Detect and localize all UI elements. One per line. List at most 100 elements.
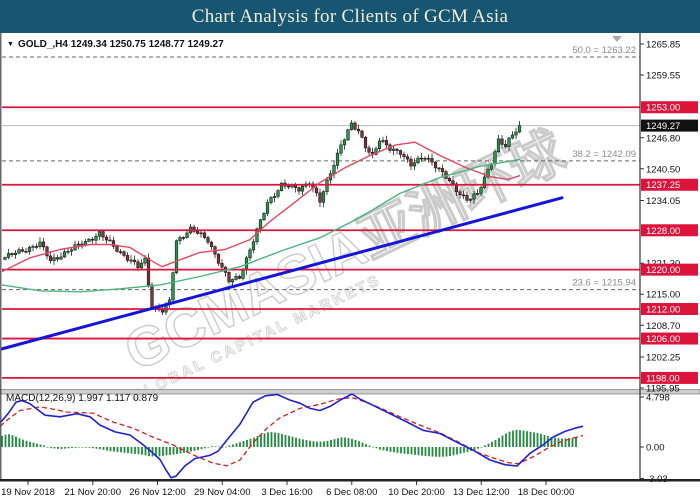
hist-bar	[442, 447, 444, 457]
hist-bar	[326, 440, 329, 447]
candle-bull	[31, 246, 35, 248]
hist-bar	[158, 447, 161, 457]
candle-bull	[346, 129, 350, 141]
macd-signal-line	[0, 396, 584, 467]
hist-bar	[148, 447, 150, 457]
hist-bar	[550, 436, 553, 447]
candle-bear	[101, 231, 105, 238]
candle-bull	[94, 235, 98, 241]
hist-bar	[92, 447, 94, 449]
hist-bar	[32, 442, 35, 447]
hist-bar	[540, 433, 542, 447]
x-tick-label: 13 Dec 12:00	[453, 487, 510, 498]
x-tick-label: 29 Nov 04:00	[194, 487, 251, 498]
hist-bar	[466, 447, 469, 452]
trendline[interactable]	[0, 196, 564, 351]
hist-bar	[204, 447, 206, 449]
candle-bull	[325, 179, 329, 192]
candle-bull	[381, 140, 385, 142]
candle-bear	[220, 263, 224, 268]
hist-bar	[123, 447, 126, 453]
hist-bar	[389, 447, 392, 452]
hist-bar	[60, 447, 63, 449]
candle-bear	[45, 246, 49, 257]
hist-bar	[232, 444, 234, 447]
candle-bull	[486, 168, 490, 178]
hist-bar	[284, 434, 287, 447]
candle-bear	[237, 276, 242, 279]
hist-bar	[379, 447, 381, 450]
hist-bar	[11, 435, 14, 447]
candle-bull	[276, 190, 280, 197]
hist-bar	[211, 446, 213, 447]
candle-bear	[227, 272, 231, 283]
candle-bull	[339, 144, 343, 154]
hist-bar	[218, 446, 220, 448]
candle-bull	[272, 196, 277, 198]
candle-bear	[48, 255, 53, 261]
candle-bear	[398, 150, 403, 155]
hist-bar	[452, 447, 455, 456]
x-axis[interactable]: 19 Nov 2018 21 Nov 20:00 26 Nov 12:00 29 No…	[1, 481, 574, 499]
level-badge-label: 1220.00	[646, 265, 680, 276]
candle-bear	[111, 240, 116, 247]
level-badge-label: 1212.00	[646, 305, 680, 316]
symbol-ohlc-text: GOLD_,H4 1249.34 1250.75 1248.77 1249.27	[17, 39, 224, 50]
hist-bar	[319, 441, 322, 447]
candle-bear	[125, 255, 130, 261]
hist-bar	[533, 432, 535, 447]
candle-bear	[20, 249, 25, 252]
candle-bull	[412, 162, 417, 167]
hist-bar	[400, 447, 402, 454]
hist-bar	[137, 447, 140, 455]
candle-bear	[24, 250, 28, 253]
panel-separator[interactable]	[0, 389, 700, 395]
candle-bear	[150, 284, 154, 310]
candle-bull	[510, 134, 515, 139]
y-axis[interactable]: 1265.851259.551246.801240.501234.051221.…	[0, 33, 698, 485]
macd-panel[interactable]	[0, 393, 584, 479]
scroll-end-icon[interactable]	[612, 36, 622, 42]
candle-bear	[440, 168, 445, 173]
symbol-dropdown-icon[interactable]: ▼	[7, 41, 14, 48]
candle-bear	[318, 192, 322, 203]
hist-bar	[561, 438, 563, 447]
hist-bar	[445, 447, 448, 457]
candle-bear	[500, 138, 504, 145]
hist-bar	[235, 443, 238, 447]
hist-bar	[428, 447, 430, 457]
hist-bar	[228, 445, 231, 447]
candle-bull	[66, 250, 70, 253]
hist-bar	[575, 437, 577, 447]
hist-bar	[221, 447, 224, 448]
y-tick-label: 1259.55	[646, 71, 680, 82]
hist-bar	[249, 438, 252, 447]
hist-bar	[141, 447, 143, 455]
hist-bar	[421, 447, 423, 456]
fib-label: 50.0 = 1263.22	[572, 45, 636, 56]
candle-bull	[59, 256, 63, 260]
candle-bear	[160, 309, 165, 313]
hist-bar	[438, 447, 441, 457]
candle-bear	[433, 161, 438, 169]
hist-bar	[81, 447, 84, 448]
candle-bear	[132, 259, 137, 263]
hist-bar	[246, 439, 248, 447]
hist-bar	[22, 439, 24, 447]
candle-bull	[262, 213, 266, 221]
candle-bear	[503, 144, 508, 147]
ma-slow-line	[1, 158, 521, 293]
macd-histogram	[1, 429, 577, 457]
candle-bull	[97, 231, 102, 237]
bottom-border	[0, 479, 700, 482]
hist-bar	[120, 447, 122, 453]
hist-bar	[354, 439, 357, 447]
hist-bar	[95, 447, 98, 449]
hist-bar	[274, 432, 276, 447]
hist-bar	[501, 435, 504, 447]
hist-bar	[456, 447, 458, 455]
macd-tick-label: 0.00	[646, 443, 665, 454]
candle-bull	[129, 259, 133, 262]
